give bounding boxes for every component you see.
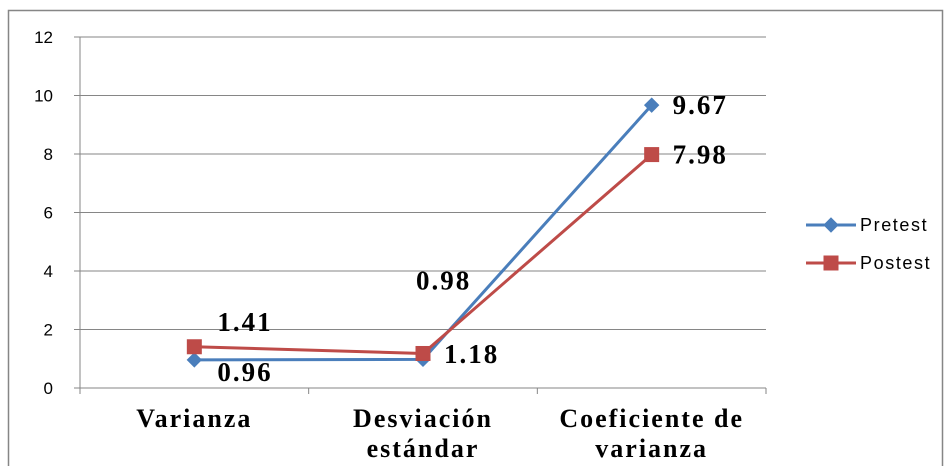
data-point-square [644,147,660,163]
data-point-square [186,339,202,355]
gridlines [80,36,766,330]
data-label: 1.41 [217,307,272,337]
y-tick-label: 10 [34,87,53,106]
data-point-diamond [186,352,203,368]
y-tick-label: 2 [44,321,53,340]
x-category-label: Varianza [136,404,252,433]
data-point-diamond [643,97,660,113]
y-tick-label: 6 [44,204,53,223]
chart-border [7,9,944,466]
legend-item: Pretest [806,215,928,235]
series-layer [186,97,660,368]
x-category-label: Desviación estándar [353,404,493,463]
legend: Pretest Postest [806,215,931,273]
legend-marker-diamond [823,217,839,233]
x-axis: Varianza Desviación estándar Coeficiente de… [79,387,767,463]
data-point-square [415,345,431,361]
y-tick-label: 4 [44,262,53,281]
legend-label: Pretest [860,215,928,235]
data-label: 9.67 [673,90,728,120]
data-labels: 0.96 0.98 9.67 1.41 1.18 7.98 [217,90,728,387]
legend-marker-square [823,255,839,271]
data-label: 0.98 [416,265,471,295]
y-tick-label: 8 [44,145,53,164]
y-tick-label: 0 [44,379,53,398]
legend-label: Postest [860,253,931,273]
series-postest [186,147,660,361]
data-label: 7.98 [673,140,728,170]
y-axis: 0 2 4 6 8 10 12 [34,28,81,398]
legend-item: Postest [806,253,931,273]
data-label: 1.18 [444,339,499,369]
y-tick-label: 12 [34,28,53,47]
plot-area: 0 2 4 6 8 10 12 Varianza Desviación estándar Coef… [34,28,767,463]
x-category-label: Coeficiente de varianza [559,404,744,463]
data-label: 0.96 [217,357,272,387]
